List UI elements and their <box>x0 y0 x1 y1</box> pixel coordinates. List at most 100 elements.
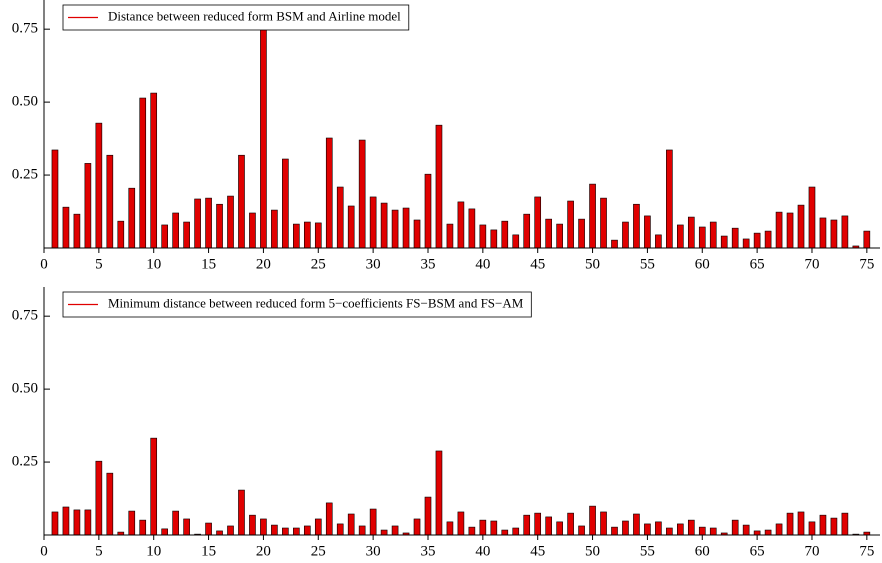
bar <box>764 529 772 536</box>
bar <box>775 523 783 536</box>
x-tick-label: 75 <box>859 543 874 559</box>
bar <box>84 163 92 249</box>
bar <box>303 525 311 536</box>
bar <box>633 513 640 536</box>
bar <box>523 213 531 249</box>
bar <box>709 221 717 249</box>
x-tick-label: 15 <box>201 543 216 559</box>
bar <box>325 137 333 249</box>
bar <box>271 209 278 249</box>
bar <box>347 205 355 249</box>
bar <box>797 204 805 249</box>
bar <box>841 512 849 536</box>
bar <box>545 218 552 249</box>
bar <box>808 521 816 536</box>
bar <box>687 216 695 249</box>
bar <box>150 92 158 249</box>
x-tick-label: 60 <box>695 543 710 559</box>
bar <box>775 211 783 249</box>
bar <box>677 523 684 536</box>
bar <box>391 525 399 536</box>
x-tick-label: 30 <box>366 543 381 559</box>
bar <box>51 511 59 536</box>
bar <box>216 530 223 536</box>
bar <box>753 232 761 249</box>
x-tick-label: 65 <box>750 543 765 559</box>
bar <box>709 527 717 536</box>
bar <box>325 502 333 536</box>
bar <box>742 238 750 249</box>
bar <box>205 197 212 249</box>
bar <box>413 518 421 536</box>
bar <box>808 186 816 249</box>
bar <box>314 518 322 536</box>
legend-box <box>62 291 532 318</box>
bar <box>369 508 377 536</box>
bar <box>139 519 147 536</box>
bar <box>589 505 596 536</box>
bar <box>666 527 673 536</box>
bar <box>578 525 585 536</box>
bar <box>490 229 498 249</box>
bar <box>216 203 223 249</box>
x-tick-label: 5 <box>95 256 103 272</box>
legend: Minimum distance between reduced form 5−… <box>62 291 532 318</box>
x-tick-label: 10 <box>146 543 161 559</box>
bar <box>468 208 476 249</box>
bar <box>644 523 651 536</box>
x-tick-label: 25 <box>311 543 326 559</box>
bar <box>534 196 542 249</box>
bar <box>413 219 421 249</box>
x-tick-label: 20 <box>256 256 271 272</box>
bar <box>731 227 739 249</box>
bar <box>238 489 245 536</box>
y-tick-label: 0.50 <box>12 381 38 397</box>
bar <box>622 221 629 249</box>
bar <box>62 206 70 249</box>
x-tick-label: 55 <box>640 256 655 272</box>
bar <box>227 525 234 536</box>
bar <box>589 183 596 249</box>
bar <box>238 154 245 249</box>
x-tick-label: 50 <box>585 256 600 272</box>
x-tick-label: 75 <box>859 256 874 272</box>
bar <box>567 512 574 536</box>
x-tick-label: 35 <box>420 543 435 559</box>
bar <box>249 212 256 249</box>
x-tick-label: 0 <box>40 543 48 559</box>
bar <box>260 28 267 249</box>
bar <box>227 195 234 249</box>
bar <box>611 239 618 249</box>
bar <box>687 519 695 536</box>
bar <box>73 213 81 249</box>
bar <box>314 222 322 249</box>
bar <box>578 218 585 249</box>
bar <box>753 530 761 536</box>
bar <box>677 224 684 249</box>
bar <box>666 149 673 249</box>
bar <box>139 97 147 249</box>
bar <box>512 234 520 249</box>
bar <box>183 518 190 536</box>
bar <box>435 124 443 249</box>
chart-panel: 0.25 0.50 0.75 0 5 10 15 20 25 30 35 40 45 50 55 60 65 70… <box>12 0 880 272</box>
bar <box>106 154 114 249</box>
bar <box>479 519 487 536</box>
x-tick-label: 55 <box>640 543 655 559</box>
bar <box>303 221 311 249</box>
bar <box>95 122 103 249</box>
bar <box>841 215 849 249</box>
y-tick-label: 0.75 <box>12 21 38 37</box>
bar <box>347 513 355 536</box>
bar <box>501 220 509 249</box>
y-tick-label: 0.25 <box>12 453 38 469</box>
bar <box>424 173 432 249</box>
bar <box>633 203 640 249</box>
bar <box>468 526 476 536</box>
bar <box>51 149 59 249</box>
legend-box <box>62 4 410 31</box>
bar <box>698 526 706 536</box>
bar <box>106 472 114 536</box>
bar <box>62 506 70 536</box>
x-tick-label: 25 <box>311 256 326 272</box>
